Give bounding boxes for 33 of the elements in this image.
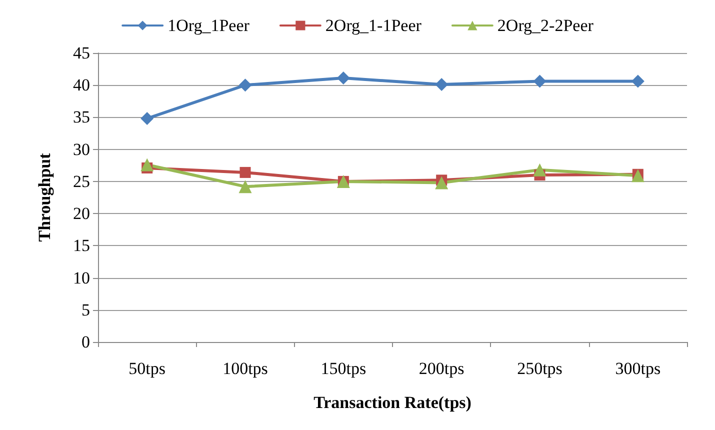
point <box>238 180 252 194</box>
x-tick-label: 250tps <box>517 359 562 378</box>
y-tick-label: 45 <box>73 44 90 62</box>
point <box>631 169 644 182</box>
y-tick-label: 5 <box>82 300 90 320</box>
point <box>533 74 546 88</box>
y-tick-label: 30 <box>73 140 90 159</box>
y-tick-label: 40 <box>73 76 90 95</box>
point <box>140 112 154 126</box>
point <box>631 74 644 88</box>
legend-label: 2Org_1-1Peer <box>325 16 422 35</box>
y-tick-label: 0 <box>82 332 90 352</box>
legend-label: 2Org_2-2Peer <box>497 16 594 35</box>
x-axis-title: Transaction Rate(tps) <box>314 393 472 412</box>
y-tick-label: 20 <box>73 204 90 224</box>
y-tick-label: 35 <box>73 108 90 127</box>
y-axis-title: Throughput <box>35 152 54 242</box>
point <box>240 166 251 178</box>
x-tick-label: 150tps <box>320 359 366 378</box>
x-tick-label: 50tps <box>128 359 166 378</box>
point <box>533 163 546 176</box>
y-tick-label: 10 <box>73 268 90 288</box>
x-tick-label: 300tps <box>615 359 661 378</box>
x-tick-label: 200tps <box>418 359 464 378</box>
x-tick-label: 100tps <box>222 359 268 378</box>
legend-label: 1Org_1Peer <box>168 16 250 35</box>
point <box>435 78 448 91</box>
point <box>435 176 448 190</box>
y-tick-label: 25 <box>73 172 90 191</box>
point <box>140 158 154 172</box>
point <box>238 78 252 92</box>
y-tick-label: 15 <box>73 236 90 256</box>
point <box>336 72 350 85</box>
